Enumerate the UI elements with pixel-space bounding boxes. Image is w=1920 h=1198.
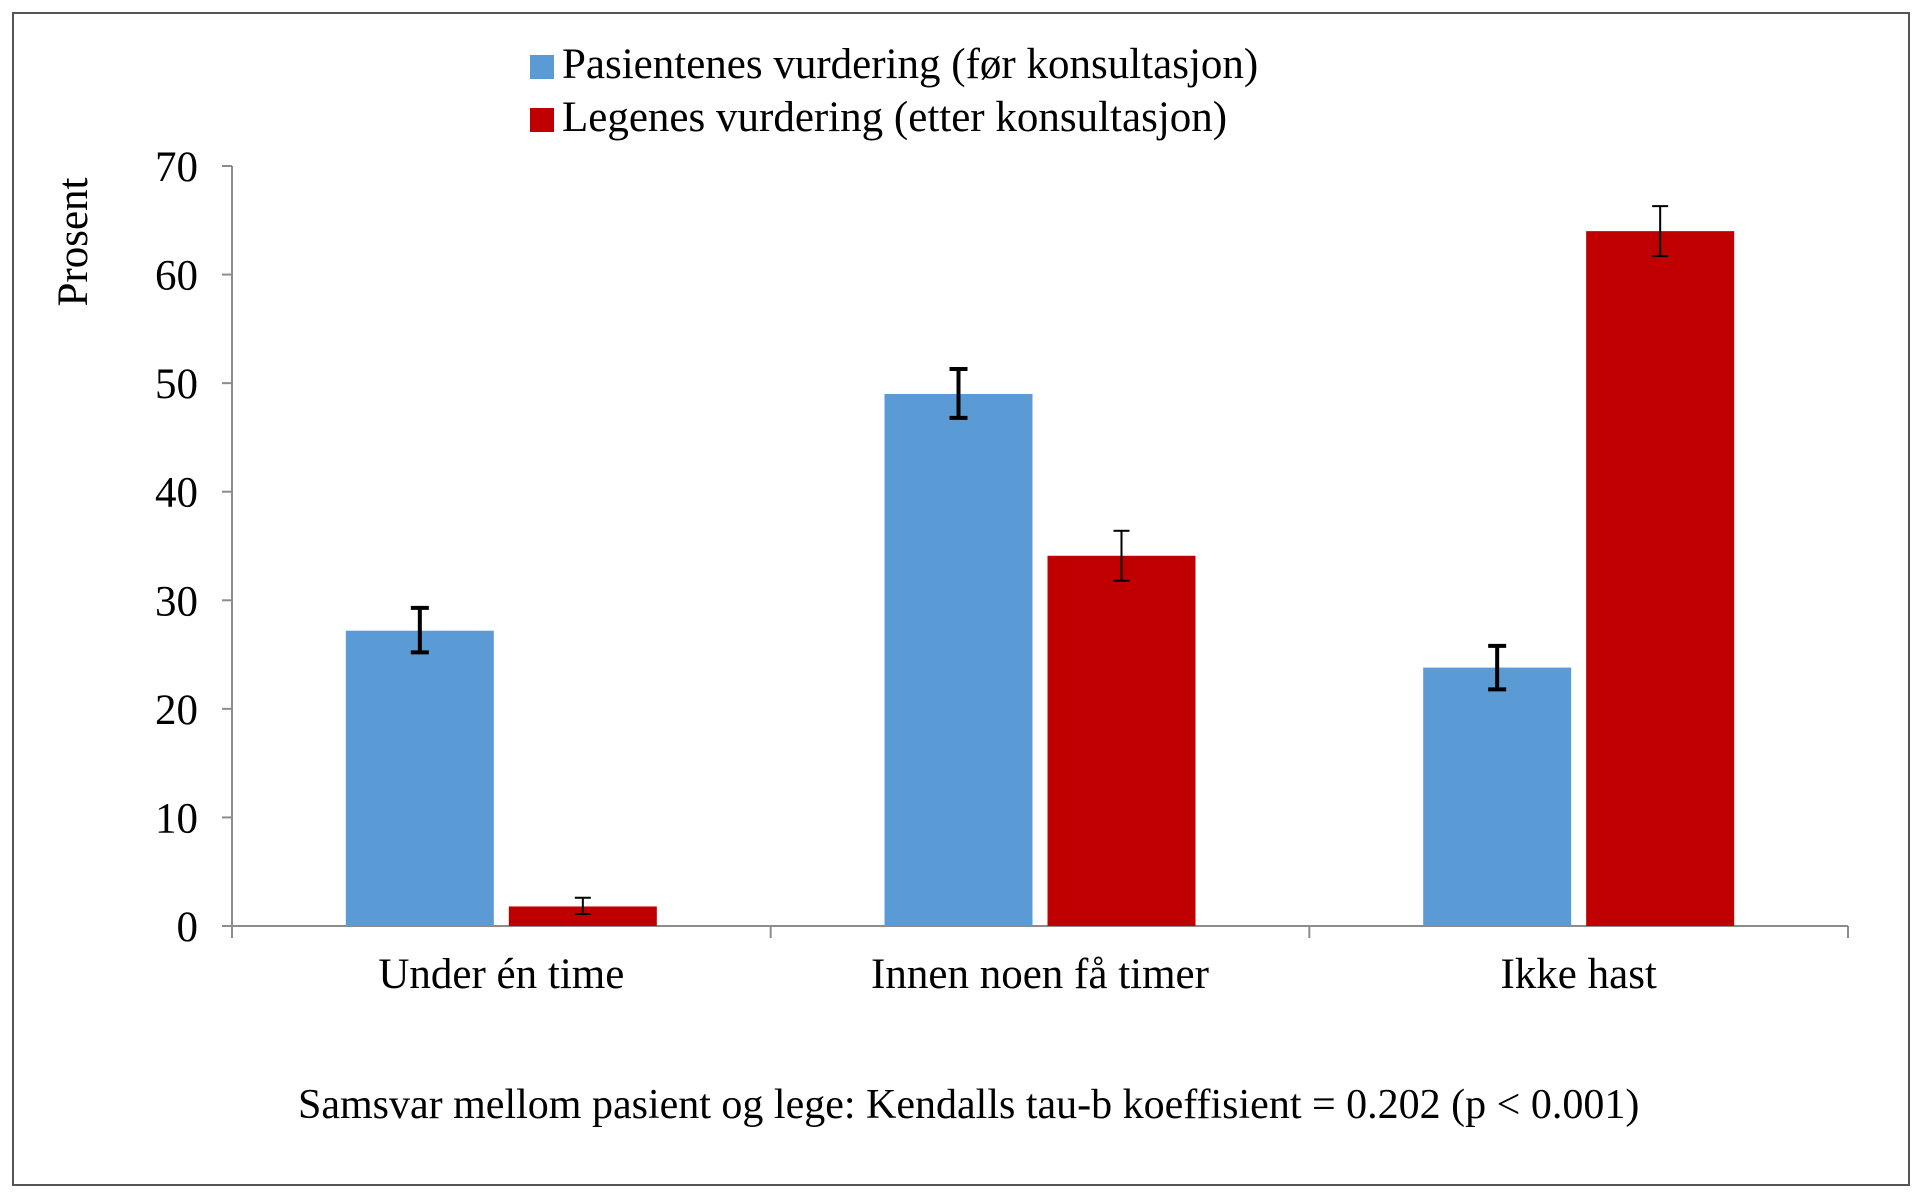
bar-patients [884,394,1033,926]
y-axis-label: Prosent [50,177,97,306]
legend-label-doctors: Legenes vurdering (etter konsultasjon) [562,94,1227,141]
y-tick-label: 40 [155,470,198,517]
legend-label-patients: Pasientenes vurdering (før konsultasjon) [562,41,1258,88]
y-tick-label: 10 [155,795,198,842]
axes: 0 10 20 30 40 50 60 70 Under én time Innen noen f… [155,144,1849,998]
y-tick-label: 50 [155,361,198,408]
bar-doctors [1047,555,1196,926]
y-tick-label: 0 [177,904,199,951]
legend-swatch-doctors [530,108,554,132]
y-tick-label: 30 [155,578,198,625]
x-tick-label: Innen noen få timer [871,951,1209,998]
y-tick-label: 70 [155,144,198,191]
bar-doctors [1586,231,1735,927]
y-tick-label: 20 [155,687,198,734]
bar-doctors [508,906,657,926]
bars [345,231,1735,927]
kendall-tau-note: Samsvar mellom pasient og lege: Kendalls… [298,1082,1640,1128]
x-tick-label: Ikke hast [1500,951,1656,998]
y-tick-label: 60 [155,253,198,300]
legend-swatch-patients [530,55,554,79]
x-tick-label: Under én time [378,951,624,998]
error-bars [410,205,1669,916]
bar-patients [345,630,494,926]
bar-patients [1423,667,1572,926]
legend: Pasientenes vurdering (før konsultasjon)… [530,41,1258,141]
